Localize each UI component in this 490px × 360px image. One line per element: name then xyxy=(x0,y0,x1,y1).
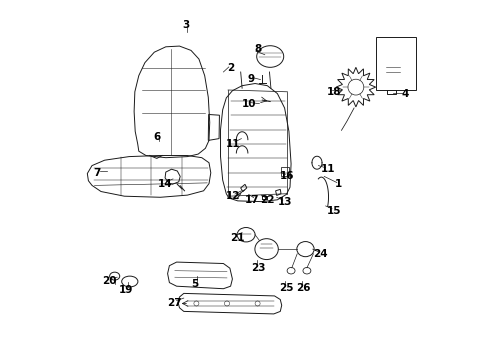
Text: 1: 1 xyxy=(335,179,342,189)
Text: 11: 11 xyxy=(320,164,335,174)
Text: 23: 23 xyxy=(251,263,266,273)
Text: 24: 24 xyxy=(313,249,328,259)
Bar xyxy=(376,37,416,90)
Text: 17: 17 xyxy=(245,195,260,205)
Text: 10: 10 xyxy=(242,99,256,109)
Text: 11: 11 xyxy=(226,139,241,149)
Text: 13: 13 xyxy=(277,197,292,207)
Text: 2: 2 xyxy=(227,63,234,73)
Bar xyxy=(281,167,289,176)
Text: 3: 3 xyxy=(182,20,189,30)
Text: 6: 6 xyxy=(153,132,160,142)
Text: 15: 15 xyxy=(327,206,342,216)
Text: 5: 5 xyxy=(191,279,198,289)
Text: 19: 19 xyxy=(119,285,133,295)
Text: 20: 20 xyxy=(101,276,116,286)
Text: 12: 12 xyxy=(226,191,241,201)
Text: 4: 4 xyxy=(401,89,409,99)
Text: 27: 27 xyxy=(168,298,182,308)
Text: 18: 18 xyxy=(327,87,342,97)
Text: 22: 22 xyxy=(260,195,274,205)
Text: 21: 21 xyxy=(231,233,245,243)
Text: 26: 26 xyxy=(296,283,311,293)
Text: 25: 25 xyxy=(279,283,294,293)
Text: 7: 7 xyxy=(94,168,101,178)
Text: 9: 9 xyxy=(248,74,255,84)
Text: 8: 8 xyxy=(254,44,261,54)
Text: 16: 16 xyxy=(280,171,294,181)
Text: 14: 14 xyxy=(158,179,172,189)
